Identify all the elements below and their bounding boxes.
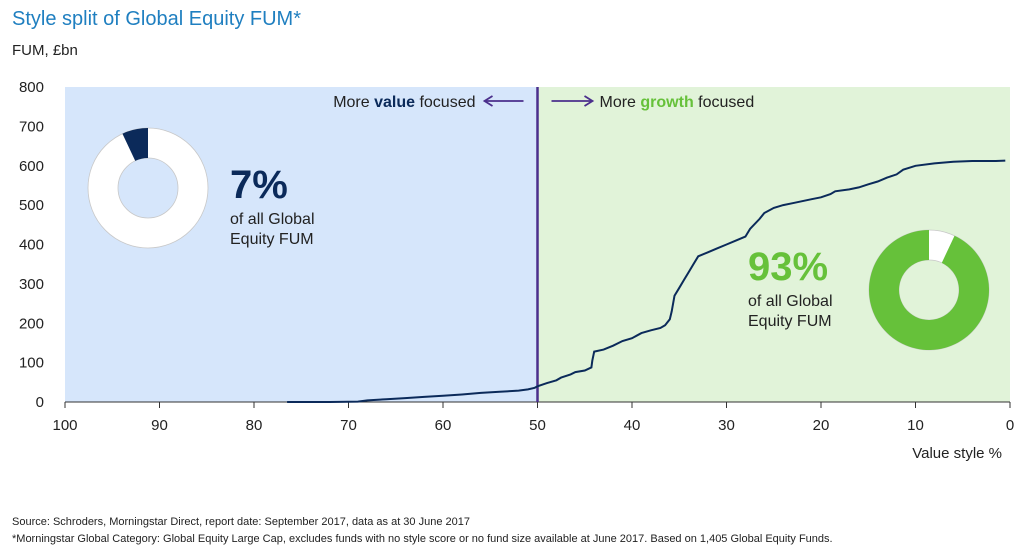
x-axis-label: Value style % xyxy=(912,445,1002,462)
x-tick-label: 100 xyxy=(52,417,77,434)
y-tick-label: 100 xyxy=(19,355,44,372)
y-tick-label: 500 xyxy=(19,197,44,214)
donut-percent-label: 7% xyxy=(230,163,288,207)
x-tick-label: 80 xyxy=(246,417,263,434)
donut-caption-line2: Equity FUM xyxy=(230,231,314,248)
donut-caption-line2: Equity FUM xyxy=(748,313,832,330)
x-tick-label: 30 xyxy=(718,417,735,434)
value-focused-label: More value focused xyxy=(333,94,475,111)
chart-notes: Source: Schroders, Morningstar Direct, r… xyxy=(12,514,833,548)
source-note: Source: Schroders, Morningstar Direct, r… xyxy=(12,516,470,528)
left-arrowhead-icon xyxy=(482,95,493,107)
y-tick-label: 0 xyxy=(36,394,44,411)
y-tick-label: 400 xyxy=(19,237,44,254)
footnote: *Morningstar Global Category: Global Equ… xyxy=(12,533,833,545)
y-tick-label: 700 xyxy=(19,118,44,135)
donut-caption-line1: of all Global xyxy=(748,293,833,310)
x-tick-label: 90 xyxy=(151,417,168,434)
growth-focused-label: More growth focused xyxy=(600,94,755,111)
donut-caption-line1: of all Global xyxy=(230,211,315,228)
x-tick-label: 40 xyxy=(624,417,641,434)
y-tick-label: 800 xyxy=(19,79,44,96)
y-axis-label: FUM, £bn xyxy=(12,42,78,59)
y-tick-label: 600 xyxy=(19,158,44,175)
donut-highlight-slice xyxy=(122,128,148,161)
right-arrowhead-icon xyxy=(584,95,595,107)
value-donut xyxy=(87,127,209,249)
x-tick-label: 60 xyxy=(435,417,452,434)
y-tick-label: 300 xyxy=(19,276,44,293)
x-tick-label: 0 xyxy=(1006,417,1014,434)
y-tick-label: 200 xyxy=(19,315,44,332)
x-tick-label: 10 xyxy=(907,417,924,434)
chart-title: Style split of Global Equity FUM* xyxy=(12,8,301,30)
x-tick-label: 20 xyxy=(813,417,830,434)
x-tick-label: 70 xyxy=(340,417,357,434)
x-tick-label: 50 xyxy=(529,417,546,434)
growth-donut xyxy=(868,229,990,351)
donut-percent-label: 93% xyxy=(748,245,828,289)
donut-highlight-slice xyxy=(869,230,990,351)
fum-cumulative-line xyxy=(287,159,1006,403)
